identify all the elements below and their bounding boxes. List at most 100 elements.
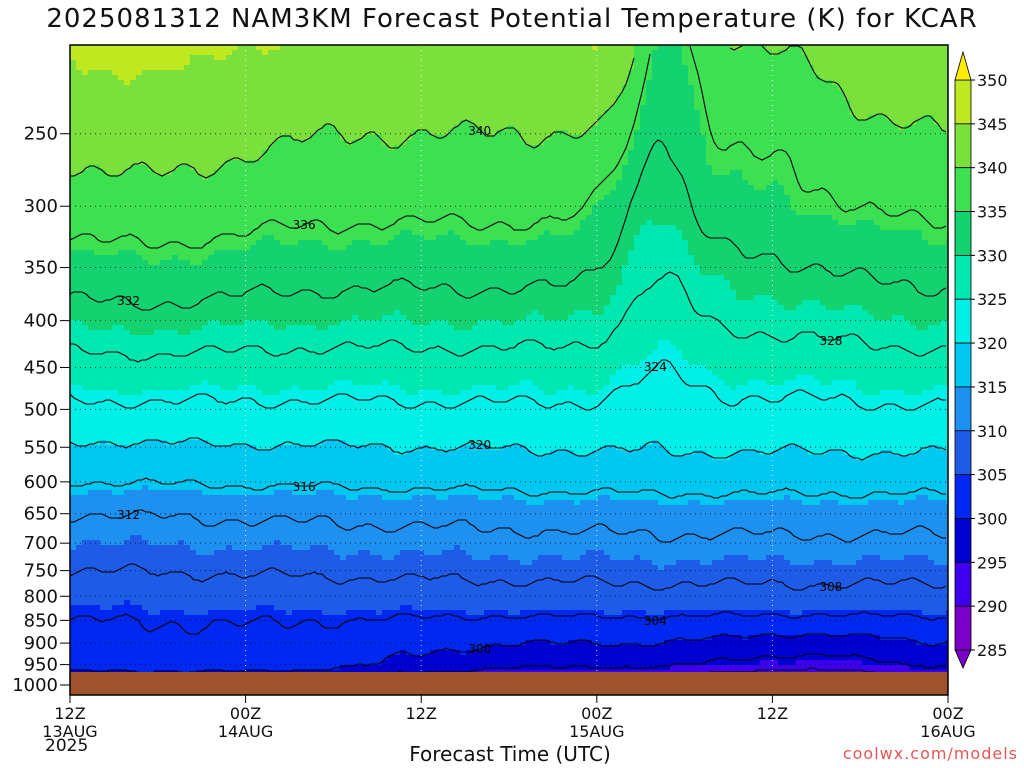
field-cell xyxy=(136,625,143,631)
field-cell xyxy=(118,495,125,501)
field-cell xyxy=(82,440,89,446)
field-cell xyxy=(166,155,173,161)
field-cell xyxy=(76,395,83,401)
field-cell xyxy=(196,340,203,346)
field-cell xyxy=(100,400,107,406)
field-cell xyxy=(196,615,203,621)
field-cell xyxy=(292,280,299,286)
field-cell xyxy=(196,570,203,576)
field-cell xyxy=(130,560,137,566)
field-cell xyxy=(232,490,239,496)
field-cell xyxy=(154,95,161,101)
field-cell xyxy=(76,285,83,291)
field-cell xyxy=(130,660,137,666)
field-cell xyxy=(112,90,119,96)
field-cell xyxy=(202,250,209,256)
field-cell xyxy=(178,370,185,376)
field-cell xyxy=(226,50,233,56)
field-cell xyxy=(118,315,125,321)
field-cell xyxy=(196,90,203,96)
field-cell xyxy=(148,230,155,236)
field-cell xyxy=(268,330,275,336)
field-cell xyxy=(106,340,113,346)
field-cell xyxy=(76,355,83,361)
field-cell xyxy=(226,580,233,586)
field-cell xyxy=(178,320,185,326)
field-cell xyxy=(238,525,245,531)
field-cell xyxy=(76,600,83,606)
field-cell xyxy=(268,545,275,551)
field-cell xyxy=(172,475,179,481)
field-cell xyxy=(100,140,107,146)
field-cell xyxy=(70,620,77,626)
field-cell xyxy=(76,605,83,611)
field-cell xyxy=(94,630,101,636)
field-cell xyxy=(178,540,185,546)
field-cell xyxy=(82,200,89,206)
field-cell xyxy=(106,495,113,501)
field-cell xyxy=(142,390,149,396)
field-cell xyxy=(190,180,197,186)
field-cell xyxy=(82,290,89,296)
field-cell xyxy=(94,655,101,661)
field-cell xyxy=(262,300,269,306)
field-cell xyxy=(88,110,95,116)
field-cell xyxy=(190,475,197,481)
field-cell xyxy=(292,100,299,106)
field-cell xyxy=(184,595,191,601)
field-cell xyxy=(244,390,251,396)
field-cell xyxy=(196,210,203,216)
field-cell xyxy=(70,85,77,91)
field-cell xyxy=(124,285,131,291)
field-cell xyxy=(214,255,221,261)
field-cell xyxy=(100,135,107,141)
field-cell xyxy=(100,335,107,341)
field-cell xyxy=(112,655,119,661)
field-cell xyxy=(106,450,113,456)
field-cell xyxy=(238,70,245,76)
field-cell xyxy=(88,230,95,236)
field-cell xyxy=(130,295,137,301)
field-cell xyxy=(220,75,227,81)
field-cell xyxy=(208,655,215,661)
field-cell xyxy=(166,470,173,476)
field-cell xyxy=(268,500,275,506)
field-cell xyxy=(118,420,125,426)
field-cell xyxy=(106,330,113,336)
field-cell xyxy=(88,95,95,101)
field-cell xyxy=(250,645,257,651)
field-cell xyxy=(196,305,203,311)
field-cell xyxy=(196,65,203,71)
field-cell xyxy=(268,95,275,101)
field-cell xyxy=(202,620,209,626)
field-cell xyxy=(184,270,191,276)
field-cell xyxy=(142,530,149,536)
field-cell xyxy=(208,350,215,356)
field-cell xyxy=(238,390,245,396)
field-cell xyxy=(148,560,155,566)
field-cell xyxy=(262,70,269,76)
field-cell xyxy=(142,175,149,181)
field-cell xyxy=(76,145,83,151)
field-cell xyxy=(130,375,137,381)
field-cell xyxy=(70,300,77,306)
field-cell xyxy=(112,630,119,636)
field-cell xyxy=(208,465,215,471)
field-cell xyxy=(238,515,245,521)
field-cell xyxy=(232,130,239,136)
field-cell xyxy=(226,575,233,581)
field-cell xyxy=(184,255,191,261)
field-cell xyxy=(268,110,275,116)
field-cell xyxy=(250,200,257,206)
field-cell xyxy=(184,300,191,306)
field-cell xyxy=(292,415,299,421)
field-cell xyxy=(100,530,107,536)
field-cell xyxy=(124,115,131,121)
field-cell xyxy=(154,130,161,136)
field-cell xyxy=(208,520,215,526)
field-cell xyxy=(238,555,245,561)
field-cell xyxy=(190,160,197,166)
field-cell xyxy=(280,580,287,586)
field-cell xyxy=(136,645,143,651)
field-cell xyxy=(160,580,167,586)
